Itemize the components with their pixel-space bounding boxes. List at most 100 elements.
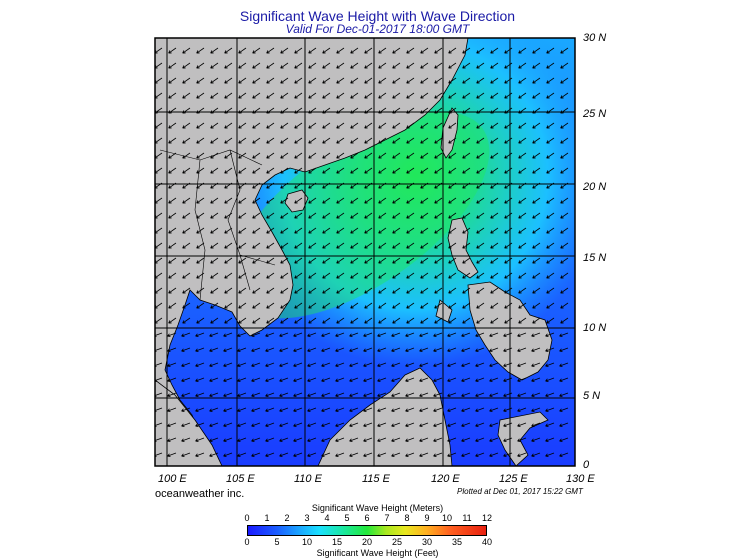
wave-arrow	[266, 212, 275, 219]
wave-arrow	[308, 212, 317, 219]
wave-arrow	[308, 272, 317, 279]
wave-arrow	[252, 257, 261, 264]
wave-arrow	[560, 287, 569, 294]
wave-arrow	[391, 422, 401, 428]
wave-arrow	[462, 62, 471, 69]
wave-arrow	[308, 287, 317, 294]
wave-arrow	[224, 287, 233, 294]
wave-arrow	[321, 392, 331, 398]
wave-arrow	[182, 212, 191, 219]
wave-arrow	[476, 62, 485, 69]
wave-arrow	[405, 422, 415, 428]
wave-arrow	[294, 302, 303, 309]
wave-arrow	[448, 227, 457, 234]
wave-arrow	[280, 77, 289, 84]
wave-arrow	[210, 167, 219, 174]
wave-arrow	[238, 92, 247, 99]
wave-arrow	[518, 272, 527, 279]
wave-arrow	[406, 197, 415, 204]
wave-arrow	[252, 227, 261, 234]
wave-arrow	[363, 347, 373, 353]
wave-arrow	[266, 257, 275, 264]
wave-arrow	[336, 287, 345, 294]
wave-arrow	[294, 242, 303, 249]
wave-arrow	[559, 347, 569, 353]
wave-arrow	[335, 422, 345, 428]
wave-arrow	[518, 152, 527, 159]
wave-arrow	[167, 407, 177, 413]
wave-arrow	[335, 362, 345, 368]
wave-arrow	[196, 287, 205, 294]
wave-arrow	[406, 257, 415, 264]
wave-arrow	[518, 167, 527, 174]
wave-arrow	[434, 287, 443, 294]
wave-arrow	[182, 257, 191, 264]
wave-arrow	[546, 77, 555, 84]
wave-arrow	[504, 302, 513, 309]
wave-arrow	[294, 47, 303, 54]
wave-arrow	[476, 272, 485, 279]
wave-arrow	[280, 242, 289, 249]
wave-arrow	[377, 392, 387, 398]
wave-arrow	[350, 92, 359, 99]
wave-arrow	[503, 362, 513, 368]
wave-arrow	[294, 122, 303, 129]
wave-arrow	[252, 152, 261, 159]
wave-arrow	[336, 272, 345, 279]
scale-tick-meter: 2	[284, 513, 290, 523]
wave-arrow	[490, 317, 499, 324]
wave-arrow	[280, 62, 289, 69]
wave-arrow	[335, 407, 345, 413]
wave-arrow	[476, 257, 485, 264]
wave-arrow	[223, 407, 233, 413]
wave-arrow	[518, 212, 527, 219]
wave-arrow	[560, 317, 569, 324]
wave-arrow	[433, 407, 443, 413]
wave-arrow	[279, 332, 289, 338]
wave-arrow	[223, 452, 233, 458]
wave-arrow	[364, 62, 373, 69]
wave-arrow	[293, 377, 303, 383]
wave-arrow	[293, 452, 303, 458]
wave-arrow	[322, 302, 331, 309]
wave-arrow	[392, 122, 401, 129]
scale-tick-meter: 3	[304, 513, 310, 523]
wave-arrow	[223, 392, 233, 398]
wave-arrow	[545, 437, 555, 443]
wave-arrow	[251, 407, 261, 413]
wave-arrow	[546, 122, 555, 129]
wave-arrow	[279, 452, 289, 458]
lon-label-100e: 100 E	[158, 473, 187, 485]
wave-arrow	[364, 122, 373, 129]
wave-arrow	[308, 242, 317, 249]
wave-arrow	[321, 362, 331, 368]
wave-arrow	[266, 287, 275, 294]
wave-arrow	[349, 347, 359, 353]
wave-arrow	[461, 422, 471, 428]
wave-arrow	[531, 407, 541, 413]
wave-arrow	[378, 77, 387, 84]
wave-arrow	[224, 212, 233, 219]
scale-tick-meter: 6	[364, 513, 370, 523]
wave-arrow	[195, 377, 205, 383]
wave-arrow	[195, 452, 205, 458]
wave-arrow	[490, 227, 499, 234]
wave-arrow	[265, 422, 275, 428]
wave-arrow	[350, 137, 359, 144]
wave-arrow	[210, 287, 219, 294]
map-title: Significant Wave Height with Wave Direct…	[239, 8, 516, 24]
wave-arrow	[476, 92, 485, 99]
wave-arrow	[545, 332, 555, 338]
wave-arrow	[504, 242, 513, 249]
scale-title-meters: Significant Wave Height (Meters)	[311, 503, 444, 513]
wave-arrow	[546, 212, 555, 219]
wave-arrow	[224, 257, 233, 264]
wave-arrow	[224, 272, 233, 279]
wave-arrow	[210, 257, 219, 264]
wave-arrow	[294, 62, 303, 69]
wave-arrow	[167, 332, 177, 338]
wave-arrow	[420, 122, 429, 129]
wave-arrow	[462, 287, 471, 294]
wave-arrow	[545, 377, 555, 383]
wave-arrow	[293, 437, 303, 443]
